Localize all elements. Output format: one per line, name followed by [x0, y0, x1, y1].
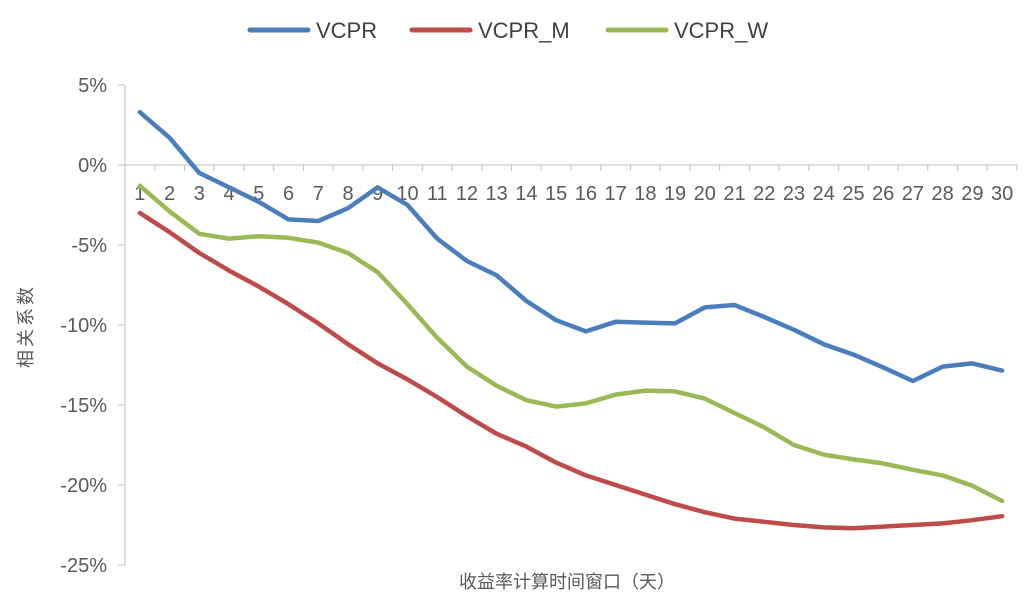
x-tick-label: 9	[372, 183, 383, 205]
x-tick-label: 17	[604, 183, 626, 205]
x-tick-label: 7	[313, 183, 324, 205]
series-line-vcpr	[137, 109, 1005, 384]
y-tick-label: -20%	[60, 475, 107, 497]
y-tick-label: 5%	[78, 75, 107, 97]
y-tick-label: 0%	[78, 155, 107, 177]
x-tick-label: 27	[902, 183, 924, 205]
legend-label: VCPR	[316, 18, 377, 43]
x-tick-label: 5	[253, 183, 264, 205]
x-tick-label: 20	[694, 183, 716, 205]
x-tick-label: 11	[427, 183, 448, 205]
y-tick-label: -15%	[60, 395, 107, 417]
x-tick-label: 22	[753, 183, 775, 205]
x-axis: 1 2 3 4 5 6 7 8 9 10 11 12 13 14 15 16 17 18 19 20 21 22 23 24 2…	[125, 164, 1018, 205]
x-tick-label: 1	[134, 183, 145, 205]
legend: VCPR VCPR_M VCPR_W	[247, 18, 768, 43]
x-tick-label: 4	[224, 183, 235, 205]
x-tick-label: 19	[664, 183, 686, 205]
legend-label: VCPR_M	[478, 18, 570, 43]
x-tick-label: 18	[634, 183, 656, 205]
y-axis-title: 相关系数	[16, 284, 37, 368]
x-tick-label: 13	[486, 183, 508, 205]
x-tick-label: 24	[813, 183, 835, 205]
x-tick-label: 23	[783, 183, 805, 205]
x-tick-label: 14	[515, 183, 537, 205]
x-tick-label: 15	[545, 183, 567, 205]
x-tick-label: 6	[283, 183, 294, 205]
x-tick-label: 8	[342, 183, 353, 205]
x-tick-label: 28	[932, 183, 954, 205]
x-tick-label: 12	[456, 183, 478, 205]
x-tick-label: 16	[575, 183, 597, 205]
x-tick-label: 26	[872, 183, 894, 205]
series-layer	[137, 109, 1005, 531]
y-tick-label: -10%	[60, 315, 107, 337]
series-line-vcpr-m	[137, 210, 1005, 531]
y-tick-label: -5%	[71, 235, 107, 257]
x-tick-label: 21	[723, 183, 745, 205]
x-tick-label: 3	[194, 183, 205, 205]
x-tick-label: 2	[164, 183, 175, 205]
series-line-vcpr-w	[137, 183, 1005, 504]
y-axis: 5% 0% -5% -10% -15% -20% -25%	[60, 75, 126, 577]
y-tick-label: -25%	[60, 555, 107, 577]
x-axis-title: 收益率计算时间窗口（天）	[459, 572, 675, 593]
x-tick-label: 30	[991, 183, 1013, 205]
x-tick-label: 25	[842, 183, 864, 205]
x-tick-label: 29	[961, 183, 983, 205]
legend-label: VCPR_W	[674, 18, 768, 43]
